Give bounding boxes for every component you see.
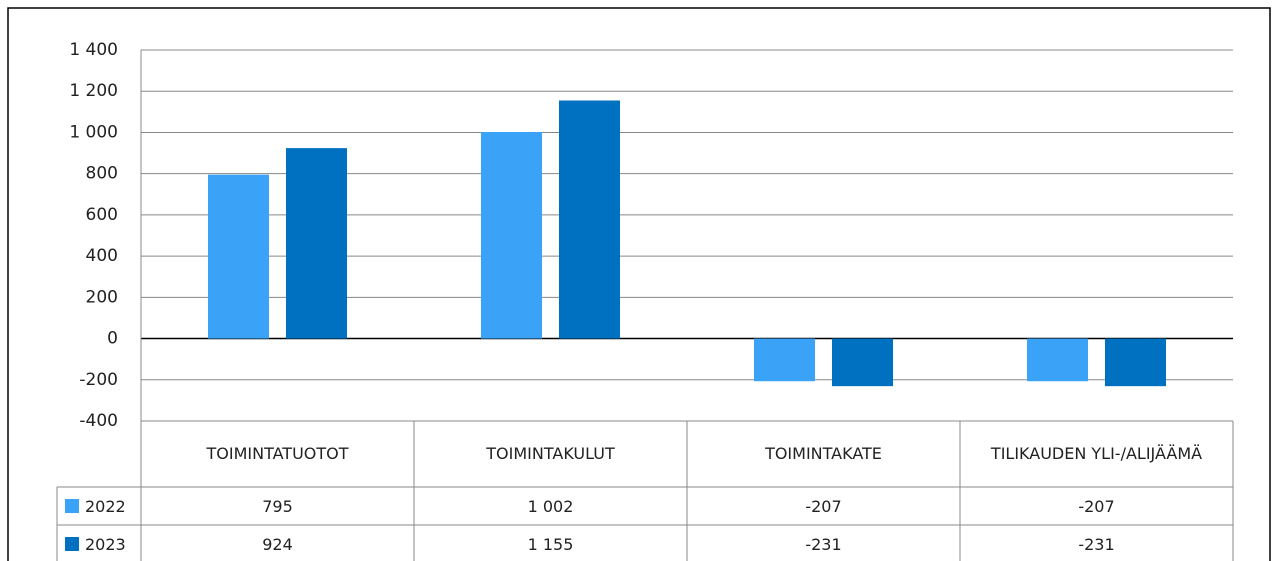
y-tick-label: 1 400 [69, 40, 118, 60]
bar [1105, 338, 1166, 387]
category-label: TILIKAUDEN YLI-/ALIJÄÄMÄ [990, 444, 1203, 463]
chart-border [7, 7, 1271, 561]
y-tick-label: 400 [86, 246, 118, 266]
bar [1027, 338, 1088, 382]
data-label: 924 [262, 534, 293, 554]
data-label: 795 [262, 496, 293, 516]
legend-entry: 2022 [57, 487, 141, 525]
legend-label: 2022 [85, 496, 126, 516]
bar [754, 338, 815, 382]
category-label: TOIMINTATUOTOT [206, 444, 349, 463]
category-label: TOIMINTAKULUT [486, 444, 615, 463]
y-tick-label: -200 [79, 370, 118, 390]
y-tick-label: -400 [79, 411, 118, 431]
legend-swatch [65, 499, 79, 513]
data-label: -231 [805, 534, 842, 554]
bar [481, 132, 542, 339]
y-tick-label: 0 [107, 329, 118, 349]
data-label: -207 [805, 496, 842, 516]
legend-entry: 2023 [57, 525, 141, 561]
category-label: TOIMINTAKATE [765, 444, 882, 463]
y-tick-label: 1 000 [69, 122, 118, 142]
bar [832, 338, 893, 387]
y-tick-label: 200 [86, 287, 118, 307]
bar [559, 100, 620, 339]
data-label: -207 [1078, 496, 1115, 516]
y-tick-label: 800 [86, 164, 118, 184]
y-tick-label: 1 200 [69, 81, 118, 101]
data-label: -231 [1078, 534, 1115, 554]
legend-swatch [65, 537, 79, 551]
y-tick-label: 600 [86, 205, 118, 225]
bar [208, 174, 269, 339]
data-label: 1 155 [527, 534, 574, 554]
bar [286, 148, 347, 339]
data-label: 1 002 [527, 496, 574, 516]
legend-label: 2023 [85, 534, 126, 554]
